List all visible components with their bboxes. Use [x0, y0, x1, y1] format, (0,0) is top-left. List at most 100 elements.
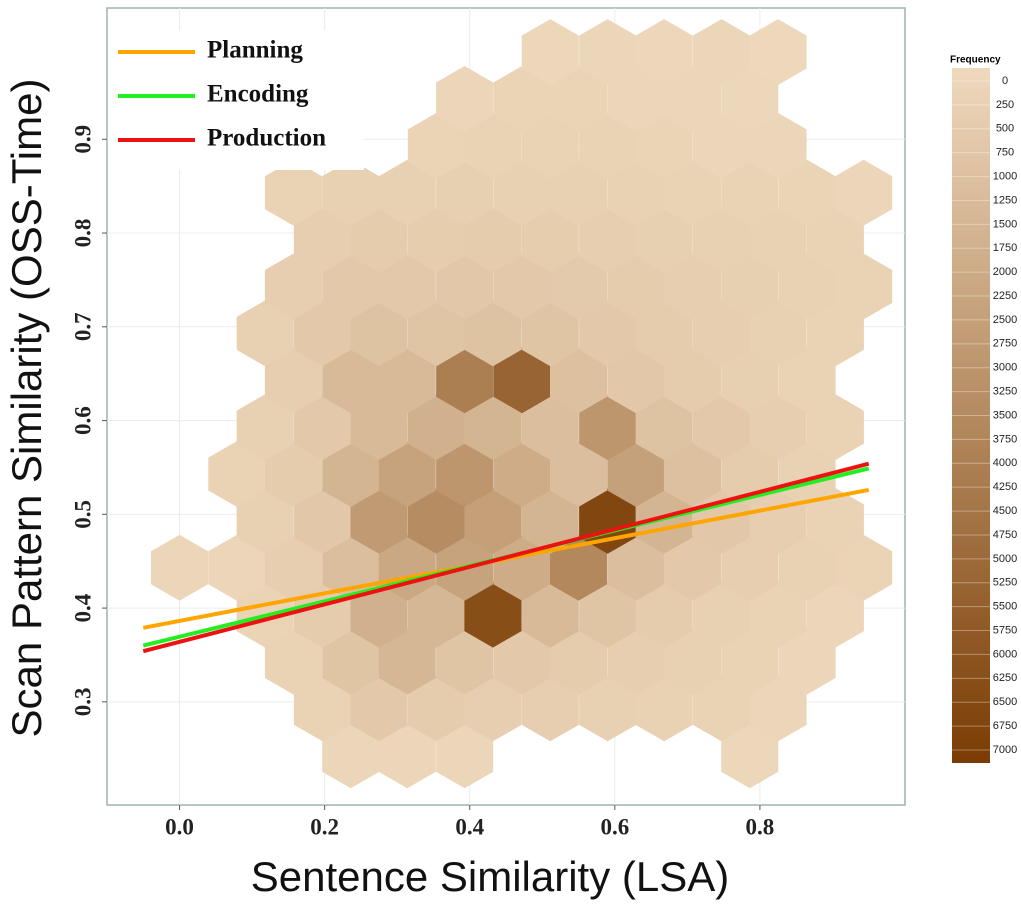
hexbin [521, 112, 579, 179]
hexbin [579, 675, 637, 742]
colorbar-tick-label: 2750 [993, 338, 1017, 350]
colorbar-tick-label: 6500 [993, 696, 1017, 708]
hexbin [692, 206, 750, 273]
legend-label: Production [207, 125, 326, 152]
hexbin [579, 581, 637, 648]
hexbin [607, 441, 665, 507]
hexbin [550, 441, 608, 507]
colorbar-title: Frequency [950, 55, 1001, 66]
hexbin [579, 112, 637, 179]
hexbin [521, 675, 579, 742]
hexbin [521, 206, 579, 273]
hexbin [749, 19, 807, 86]
hexbin [550, 66, 608, 132]
colorbar-tick-label: 500 [996, 123, 1014, 135]
colorbar-tick-label: 4250 [993, 481, 1017, 493]
hexbin [521, 394, 579, 460]
colorbar-tick-label: 5500 [993, 601, 1017, 613]
hexbin [436, 722, 494, 789]
hexbin [264, 347, 322, 414]
hexbin [692, 581, 750, 648]
y-tick-label: 0.9 [70, 125, 95, 154]
hexbin [635, 394, 693, 460]
hexbin [521, 488, 579, 554]
hexbin [293, 394, 351, 460]
hexbin [350, 581, 408, 648]
hexbin [806, 394, 864, 460]
hexbin [778, 253, 836, 320]
hexbin [407, 206, 465, 273]
hexbin [721, 159, 779, 226]
hexbin [635, 19, 693, 86]
colorbar-tick-label: 2250 [993, 290, 1017, 302]
hexbin [835, 534, 893, 601]
hexbin [607, 534, 665, 601]
hexbin [550, 628, 608, 695]
colorbar-tick-label: 0 [1002, 75, 1008, 87]
hexbin [635, 581, 693, 648]
hexbin [407, 394, 465, 460]
hexbin [407, 488, 465, 554]
hexbin [293, 675, 351, 742]
hexbin [464, 112, 522, 179]
hexbin [749, 675, 807, 742]
colorbar-tick-label: 1500 [993, 218, 1017, 230]
hexbin [721, 628, 779, 695]
x-tick-label: 0.2 [310, 814, 339, 839]
hexbin [436, 628, 494, 695]
hexbin [378, 253, 436, 320]
hexbin [635, 675, 693, 742]
hexbin [293, 300, 351, 367]
colorbar-tick-label: 1250 [993, 194, 1017, 206]
colorbar-tick-label: 5000 [993, 553, 1017, 565]
y-tick-label: 0.5 [70, 500, 95, 529]
hexbin [464, 394, 522, 460]
hexbin [635, 300, 693, 367]
hexbin [322, 253, 380, 320]
hexbin [493, 628, 551, 695]
hexbin [464, 488, 522, 554]
hexbin [607, 253, 665, 320]
hexbin [721, 347, 779, 414]
x-tick-label: 0.0 [165, 814, 194, 839]
hexbin [322, 441, 380, 507]
hexbin [322, 347, 380, 414]
hexbin [749, 394, 807, 460]
colorbar-tick-label: 250 [996, 99, 1014, 111]
hexbin [806, 300, 864, 367]
colorbar-tick-label: 6750 [993, 720, 1017, 732]
hexbin [663, 66, 721, 132]
hexbin [236, 394, 294, 460]
hexbin [350, 488, 408, 554]
x-axis-label: Sentence Similarity (LSA) [251, 853, 730, 900]
hexbin [493, 441, 551, 507]
x-tick-label: 0.4 [455, 814, 484, 839]
hexbin [579, 19, 637, 86]
y-tick-label: 0.4 [70, 593, 95, 622]
hexbin [550, 534, 608, 601]
hexbin [663, 441, 721, 507]
hexbin [550, 347, 608, 414]
hexbin [407, 300, 465, 367]
hexbin [378, 347, 436, 414]
hexbin [635, 206, 693, 273]
legend-label: Planning [207, 37, 303, 64]
hexbin [493, 159, 551, 226]
colorbar-tick-label: 1000 [993, 170, 1017, 182]
hexbin [778, 534, 836, 601]
hexbin [407, 112, 465, 179]
hexbin [464, 675, 522, 742]
hexbin [493, 253, 551, 320]
hexbin [521, 300, 579, 367]
hexbin [835, 253, 893, 320]
hexbin [322, 159, 380, 226]
hexbin [635, 112, 693, 179]
hexbin [236, 488, 294, 554]
hexbin [749, 300, 807, 367]
hexbin [493, 66, 551, 132]
hexbin [550, 159, 608, 226]
colorbar-tick-label: 3000 [993, 362, 1017, 374]
y-tick-label: 0.7 [70, 312, 95, 341]
x-tick-label: 0.6 [600, 814, 629, 839]
x-tick-label: 0.8 [746, 814, 775, 839]
